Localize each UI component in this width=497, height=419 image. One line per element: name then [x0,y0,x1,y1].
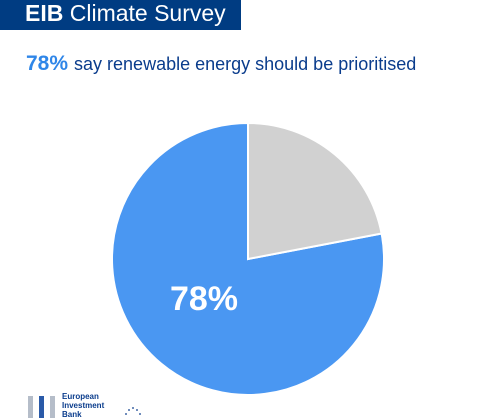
logo-line-3: Bank [62,410,82,419]
logo-line-2: Investment [62,401,105,410]
eu-stars-icon [125,407,141,415]
logo-line-1: European [62,392,99,401]
logo-org-name: European Investment Bank [62,392,132,419]
headline-percent: 78% [26,52,69,75]
logo-bar-2 [39,396,44,418]
headline: 78% say renewable energy should be priori… [26,52,416,76]
logo-bar-3 [50,396,55,418]
logo-bar-1 [28,396,33,418]
pie-slice-label-1: 78% [170,280,238,318]
survey-title-bar: EIB Climate Survey [0,0,241,30]
brand-label: EIB [25,0,64,26]
survey-title: Climate Survey [63,0,226,26]
eib-logo: European Investment Bank [28,392,148,419]
pie-slice-2 [247,121,383,261]
headline-text: say renewable energy should be prioritis… [74,54,417,74]
